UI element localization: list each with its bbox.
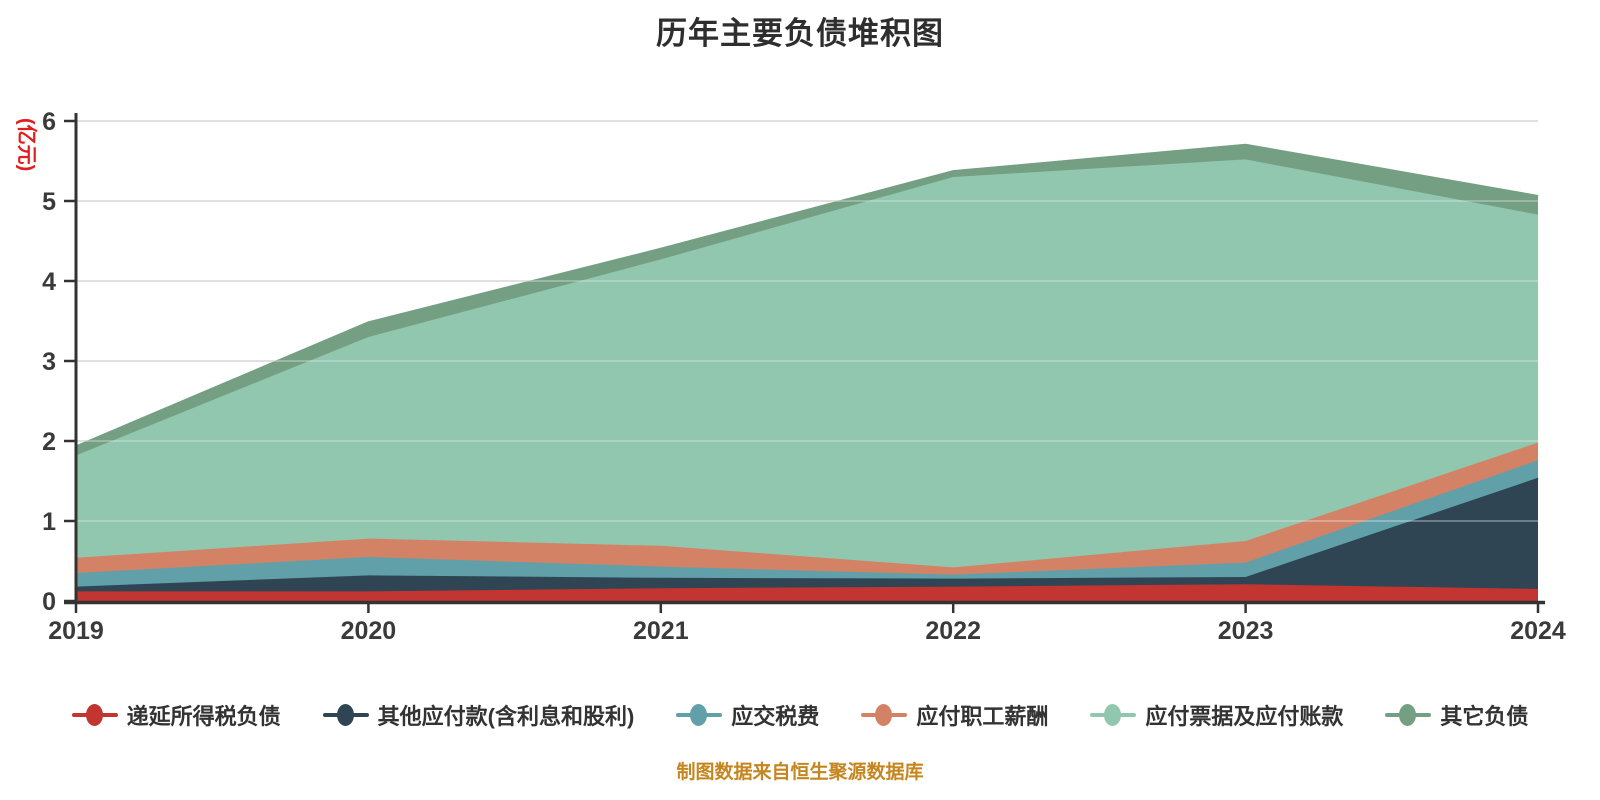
legend-marker-icon bbox=[1090, 704, 1137, 726]
y-axis-unit-label: (亿元) bbox=[15, 118, 39, 171]
legend-label: 递延所得税负债 bbox=[126, 704, 281, 729]
x-tick-label: 2022 bbox=[925, 617, 981, 645]
line-series-5 bbox=[75, 143, 1539, 448]
y-tick-label: 6 bbox=[42, 108, 56, 136]
legend-label: 其他应付款(含利息和股利) bbox=[377, 704, 635, 729]
x-tick-label: 2021 bbox=[633, 617, 689, 645]
y-tick-label: 4 bbox=[42, 268, 56, 296]
area-series-2[interactable] bbox=[76, 460, 1538, 587]
x-tick-label: 2024 bbox=[1510, 617, 1566, 645]
legend-label: 应付票据及应付账款 bbox=[1145, 704, 1344, 729]
legend-dot bbox=[1104, 704, 1122, 726]
legend-marker-icon bbox=[322, 704, 369, 726]
legend-dot bbox=[336, 704, 354, 726]
area-series-0[interactable] bbox=[76, 584, 1538, 601]
area-series-4[interactable] bbox=[76, 159, 1538, 568]
chart-title: 历年主要负债堆积图 bbox=[656, 16, 944, 51]
y-tick-label: 2 bbox=[42, 428, 56, 456]
data-source-note: 制图数据来自恒生聚源数据库 bbox=[676, 762, 924, 783]
x-tick-label: 2019 bbox=[48, 617, 104, 645]
area-series-5[interactable] bbox=[76, 145, 1538, 456]
x-tick-label: 2023 bbox=[1218, 617, 1274, 645]
x-tick-label: 2020 bbox=[341, 617, 397, 645]
legend-marker-icon bbox=[676, 704, 723, 726]
y-tick-label: 3 bbox=[42, 348, 56, 376]
y-tick-label: 0 bbox=[42, 588, 56, 616]
legend-label: 其它负债 bbox=[1440, 704, 1529, 729]
legend-marker-icon bbox=[861, 704, 908, 726]
legend-marker-icon bbox=[71, 704, 118, 726]
y-tick-label: 1 bbox=[42, 508, 56, 536]
legend-dot bbox=[85, 704, 103, 726]
legend-item-3[interactable]: 应付职工薪酬 bbox=[861, 699, 1048, 731]
legend-label: 应交税费 bbox=[731, 704, 820, 729]
y-tick-label: 5 bbox=[42, 188, 56, 216]
legend-dot bbox=[1399, 704, 1417, 726]
legend-marker-icon bbox=[1385, 704, 1432, 726]
legend-item-5[interactable]: 其它负债 bbox=[1385, 699, 1528, 731]
area-series-1[interactable] bbox=[76, 477, 1538, 592]
legend-item-4[interactable]: 应付票据及应付账款 bbox=[1090, 699, 1343, 731]
legend-item-0[interactable]: 递延所得税负债 bbox=[71, 699, 281, 731]
legend-dot bbox=[690, 704, 708, 726]
legend-item-2[interactable]: 应交税费 bbox=[676, 699, 819, 731]
legend: 递延所得税负债 其他应付款(含利息和股利) 应交税费 应付职工薪酬 应付票据及应付账款 其… bbox=[0, 699, 1600, 731]
legend-item-1[interactable]: 其他应付款(含利息和股利) bbox=[322, 699, 635, 731]
legend-dot bbox=[875, 704, 893, 726]
legend-label: 应付职工薪酬 bbox=[916, 704, 1049, 729]
